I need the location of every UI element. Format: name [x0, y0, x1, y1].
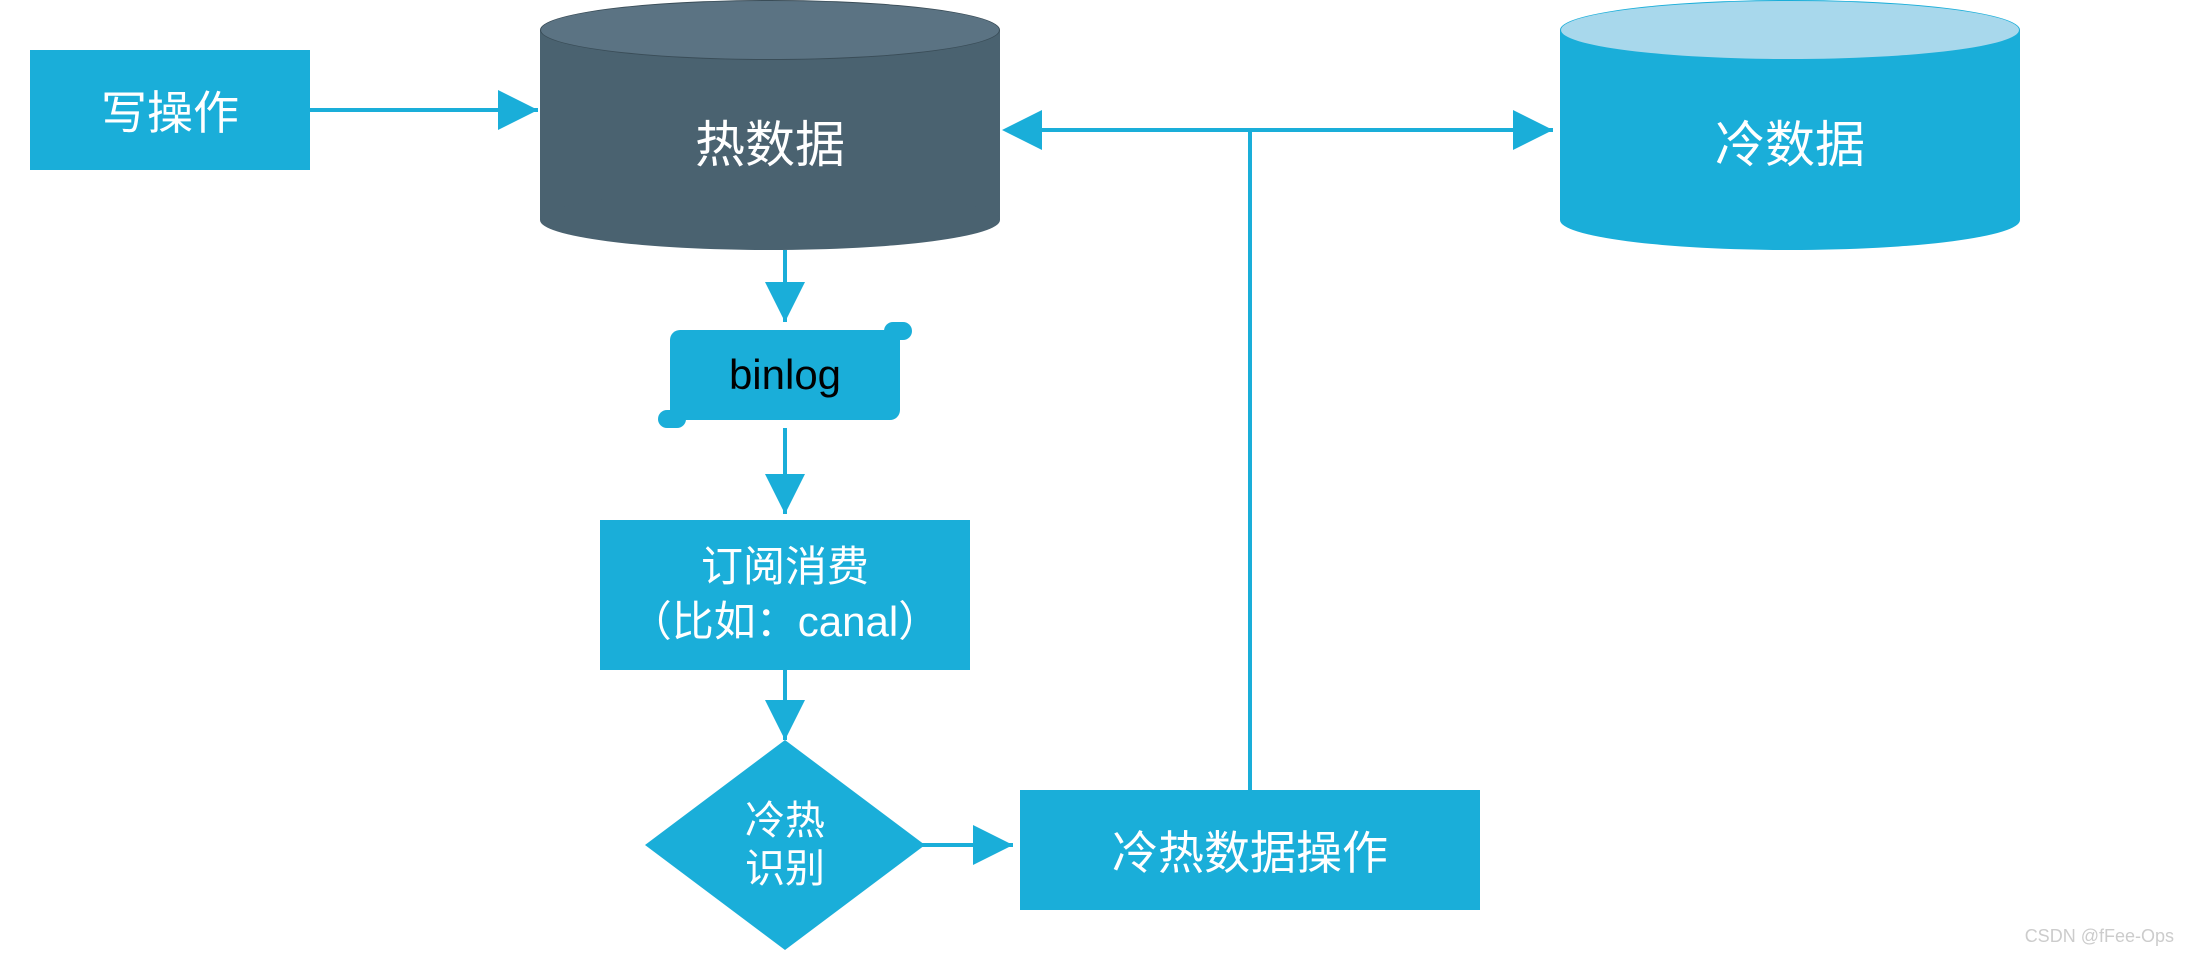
subscribe-label-2: （比如：canal） — [630, 595, 940, 650]
node-write-op: 写操作 — [30, 50, 310, 170]
node-cold-db: 冷数据 — [1560, 0, 2020, 250]
cold-db-label: 冷数据 — [1715, 117, 1865, 173]
cold-hot-op-label: 冷热数据操作 — [1112, 817, 1388, 883]
binlog-label: binlog — [729, 351, 841, 399]
node-decision: 冷热 识别 — [645, 740, 925, 950]
hot-db-label: 热数据 — [695, 117, 845, 173]
node-subscribe: 订阅消费 （比如：canal） — [600, 520, 970, 670]
decision-label-1: 冷热 — [685, 797, 885, 845]
node-binlog: binlog — [670, 330, 900, 420]
decision-label-2: 识别 — [685, 845, 885, 893]
watermark: CSDN @fFee-Ops — [2025, 926, 2174, 947]
write-op-label: 写操作 — [101, 77, 239, 143]
node-cold-hot-op: 冷热数据操作 — [1020, 790, 1480, 910]
node-hot-db: 热数据 — [540, 0, 1000, 250]
subscribe-label-1: 订阅消费 — [701, 540, 869, 595]
